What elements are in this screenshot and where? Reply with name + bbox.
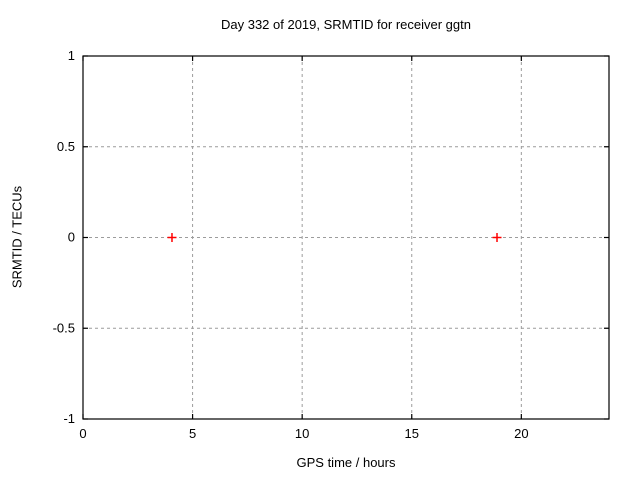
- x-tick-label: 0: [79, 426, 86, 441]
- x-axis-label: GPS time / hours: [296, 455, 396, 470]
- y-tick-label: 0: [68, 230, 75, 245]
- y-tick-label: 1: [68, 48, 75, 63]
- x-tick-label: 15: [405, 426, 419, 441]
- x-tick-label: 10: [295, 426, 309, 441]
- y-tick-label: -1: [63, 411, 75, 426]
- chart-title: Day 332 of 2019, SRMTID for receiver ggt…: [220, 17, 471, 32]
- plot-border: [82, 55, 610, 420]
- x-tick-label: 5: [189, 426, 196, 441]
- x-tick-label: 20: [514, 426, 528, 441]
- y-tick-label: 0.5: [57, 139, 75, 154]
- y-tick-label: -0.5: [53, 320, 75, 335]
